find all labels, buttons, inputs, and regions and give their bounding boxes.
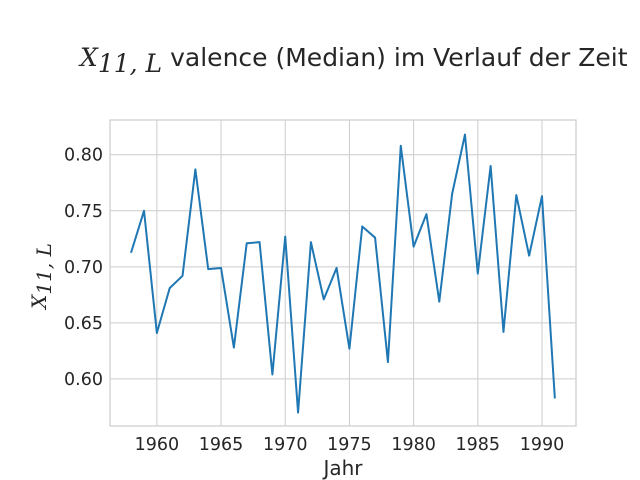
data-point	[412, 245, 415, 248]
data-point	[348, 347, 351, 350]
data-point	[541, 195, 543, 198]
data-point	[387, 361, 389, 363]
x-tick-labels: 1960 1965 1970 1975 1980 1985 1990	[135, 435, 565, 455]
data-point	[310, 241, 312, 243]
x-tick-label: 1990	[520, 435, 565, 455]
chart-title-text: valence (Median) im Verlauf der Zeit	[170, 43, 628, 72]
chart-title-symbol: X	[78, 43, 99, 72]
y-tick-label: 0.75	[64, 202, 103, 222]
y-tick-label: 0.60	[64, 370, 103, 390]
data-point	[130, 251, 132, 254]
data-series	[130, 133, 556, 414]
svg-text:X11, L: X11, L	[27, 243, 56, 311]
data-point	[194, 168, 197, 171]
x-tick-label: 1965	[199, 435, 244, 455]
y-axis-label: X11, L	[27, 243, 56, 311]
data-point	[374, 236, 376, 239]
chart-title-symbol-subscript: 11, L	[98, 49, 162, 78]
data-point	[528, 254, 530, 257]
data-point	[233, 346, 235, 349]
grid	[110, 120, 576, 426]
data-point	[258, 241, 261, 243]
x-axis-label: Jahr	[321, 456, 363, 480]
x-tick-label: 1960	[135, 435, 180, 455]
data-point	[322, 298, 325, 301]
data-point	[181, 275, 184, 277]
chart-title: X11, L valence (Median) im Verlauf der Ze…	[78, 43, 628, 78]
data-point	[143, 209, 145, 212]
y-tick-label: 0.65	[64, 314, 103, 334]
data-point	[489, 165, 492, 167]
data-point	[335, 267, 338, 269]
data-point	[156, 332, 158, 334]
data-point	[361, 225, 364, 228]
data-point	[502, 331, 505, 333]
data-point	[284, 235, 287, 238]
data-point	[425, 213, 428, 215]
y-tick-label: 0.70	[64, 258, 103, 278]
data-point	[476, 272, 479, 275]
y-axis-label-symbol: X	[27, 294, 51, 311]
x-tick-label: 1975	[327, 435, 372, 455]
x-tick-label: 1980	[391, 435, 436, 455]
y-tick-label: 0.80	[64, 146, 103, 166]
plot-frame	[109, 119, 577, 427]
x-tick-label: 1970	[263, 435, 308, 455]
data-point	[515, 194, 518, 196]
y-tick-labels: 0.60 0.65 0.70 0.75 0.80	[64, 146, 103, 390]
data-point	[220, 267, 222, 269]
data-point	[399, 144, 402, 147]
x-tick-label: 1985	[456, 435, 501, 455]
series-line	[130, 133, 556, 414]
data-point	[207, 268, 210, 270]
data-point	[464, 133, 466, 136]
data-point	[271, 373, 274, 376]
data-point	[554, 397, 556, 399]
data-point	[451, 193, 453, 195]
data-point	[245, 242, 248, 245]
data-point	[297, 411, 299, 414]
data-point	[168, 287, 171, 289]
y-axis-label-subscript: 11, L	[32, 243, 56, 294]
data-point	[438, 300, 441, 303]
